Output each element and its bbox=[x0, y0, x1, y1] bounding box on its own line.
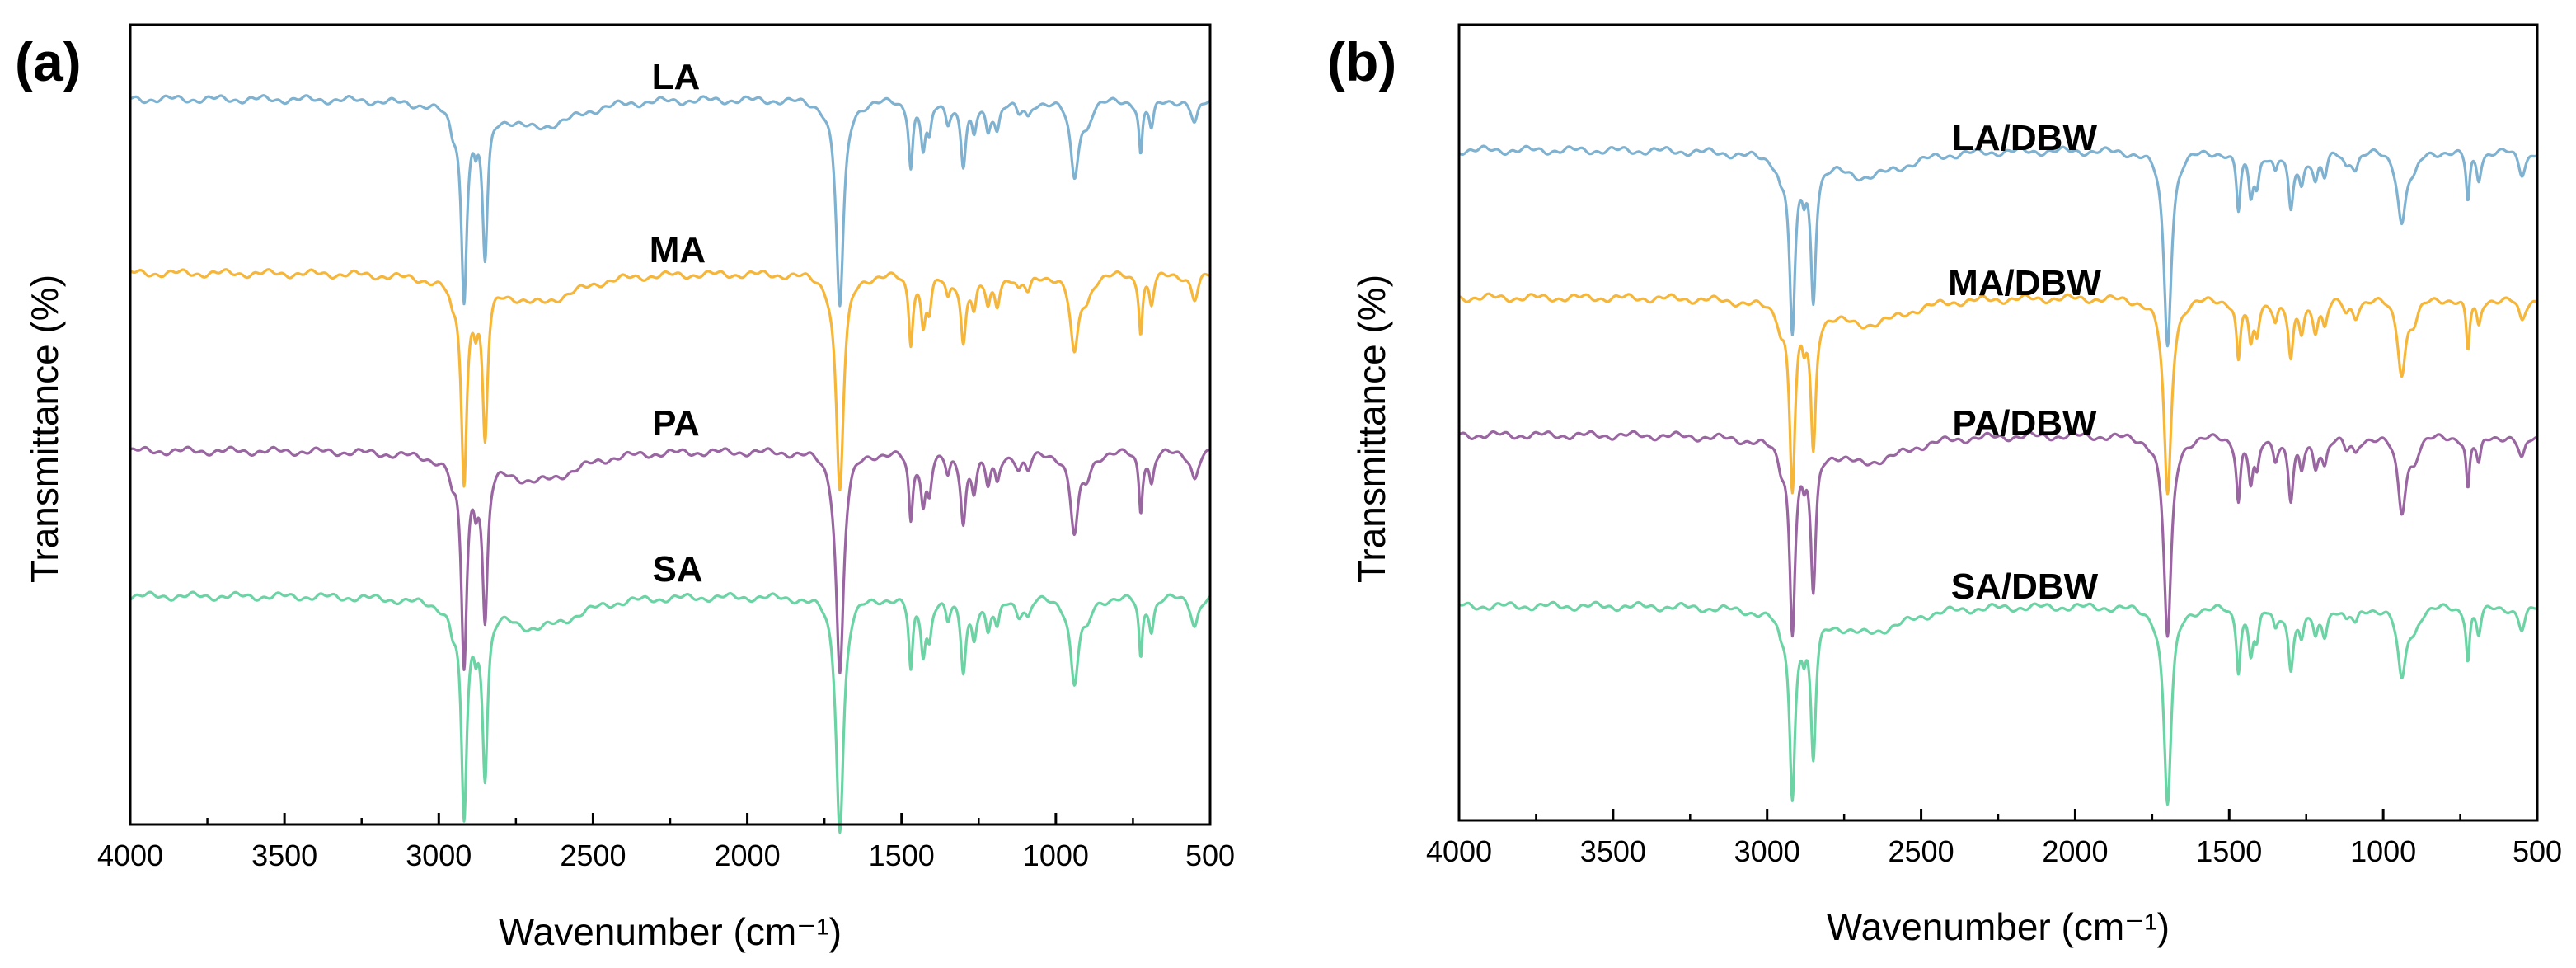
series-line-ma-dbw bbox=[1458, 292, 2538, 496]
panel-a-y-axis-label: Transmittance (%) bbox=[23, 275, 66, 583]
x-tick-label: 2500 bbox=[1889, 834, 1954, 868]
panel-b-x-axis-label: Wavenumber (cm⁻¹) bbox=[1827, 905, 2170, 948]
series-line-la-dbw bbox=[1457, 144, 2539, 348]
panel-b-series bbox=[1457, 144, 2539, 806]
x-tick-label: 1000 bbox=[1023, 839, 1089, 872]
series-line-sa-dbw bbox=[1458, 600, 2538, 806]
x-tick-label: 2000 bbox=[2042, 834, 2108, 868]
series-label-sa: SA bbox=[652, 549, 702, 590]
x-tick-label: 1500 bbox=[869, 839, 935, 872]
panel-b-y-axis-label: Transmittance (%) bbox=[1350, 275, 1393, 583]
series-label-ma: MA bbox=[650, 230, 706, 270]
panel-a-x-axis-label: Wavenumber (cm⁻¹) bbox=[499, 910, 842, 953]
series-line-pa-dbw bbox=[1458, 430, 2538, 638]
panel-a-x-ticks: 4000 3500 3000 2500 2000 1500 1000 500 bbox=[97, 813, 1235, 872]
panel-b-x-ticks: 4000 3500 3000 2500 2000 1500 1000 500 bbox=[1426, 809, 2562, 868]
x-tick-label: 2000 bbox=[715, 839, 781, 872]
x-tick-label: 3000 bbox=[406, 839, 472, 872]
series-label-pa: PA bbox=[652, 403, 700, 444]
x-tick-label: 2500 bbox=[560, 839, 626, 872]
series-line-ma bbox=[129, 268, 1211, 492]
series-label-sa-dbw: SA/DBW bbox=[1951, 566, 2099, 607]
x-tick-label: 1500 bbox=[2196, 834, 2262, 868]
x-tick-label: 4000 bbox=[97, 839, 163, 872]
x-tick-label: 3500 bbox=[1580, 834, 1646, 868]
x-tick-label: 3500 bbox=[251, 839, 317, 872]
x-tick-label: 1000 bbox=[2350, 834, 2416, 868]
x-tick-label: 4000 bbox=[1426, 834, 1492, 868]
series-label-la: LA bbox=[652, 57, 701, 97]
series-line-sa bbox=[129, 590, 1212, 834]
panel-label-b: (b) bbox=[1327, 31, 1396, 92]
panel-a-series bbox=[129, 94, 1212, 834]
series-label-la-dbw: LA/DBW bbox=[1952, 118, 2097, 158]
series-line-pa bbox=[129, 445, 1211, 675]
panel-a-series-labels: LA MA PA SA bbox=[650, 57, 706, 590]
panel-b-series-labels: LA/DBW MA/DBW PA/DBW SA/DBW bbox=[1948, 118, 2101, 607]
panel-b: (b) 4000 3500 3000 2500 2000 1500 1000 500 LA/D… bbox=[1327, 23, 2562, 948]
series-line-la bbox=[129, 94, 1211, 308]
x-tick-label: 500 bbox=[1185, 839, 1235, 872]
series-label-pa-dbw: PA/DBW bbox=[1952, 403, 2097, 444]
x-tick-label: 500 bbox=[2513, 834, 2562, 868]
series-label-ma-dbw: MA/DBW bbox=[1948, 263, 2101, 303]
x-tick-label: 3000 bbox=[1734, 834, 1800, 868]
panel-a: (a) 4000 3500 3000 2500 2000 1500 1000 500 LA M… bbox=[15, 23, 1235, 953]
panel-label-a: (a) bbox=[15, 31, 82, 92]
